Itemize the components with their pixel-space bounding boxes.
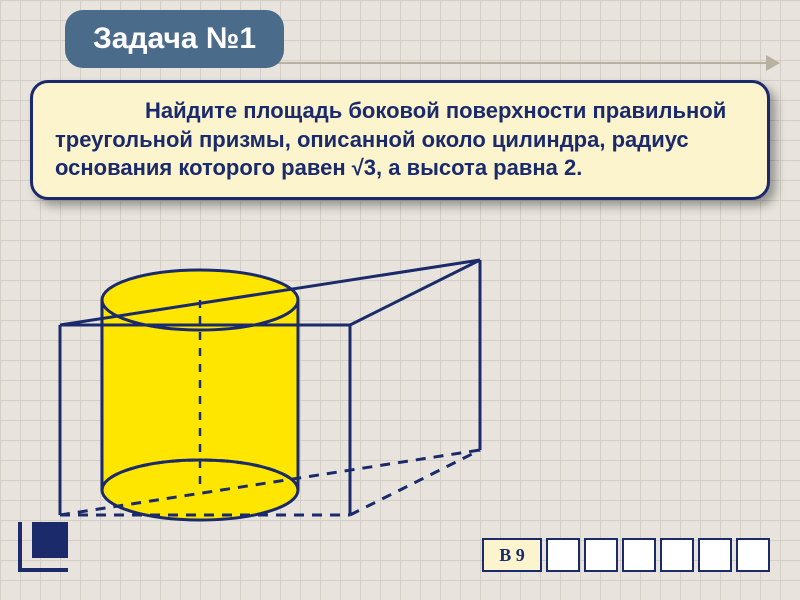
- answer-label: В 9: [482, 538, 542, 572]
- header-rule: [220, 62, 770, 64]
- problem-text: Найдите площадь боковой поверхности прав…: [55, 98, 726, 180]
- header-arrow: [766, 55, 780, 71]
- prism-bottom-right: [350, 450, 480, 515]
- corner-decoration: [18, 522, 68, 572]
- problem-title: Задача №1: [65, 10, 284, 68]
- answer-cell[interactable]: [698, 538, 732, 572]
- answer-cell[interactable]: [660, 538, 694, 572]
- figure-cylinder-in-prism: [40, 240, 500, 560]
- answer-cell[interactable]: [736, 538, 770, 572]
- answer-cell[interactable]: [584, 538, 618, 572]
- answer-cell[interactable]: [622, 538, 656, 572]
- problem-statement: Найдите площадь боковой поверхности прав…: [30, 80, 770, 200]
- answer-row: В 9: [482, 538, 770, 572]
- answer-cell[interactable]: [546, 538, 580, 572]
